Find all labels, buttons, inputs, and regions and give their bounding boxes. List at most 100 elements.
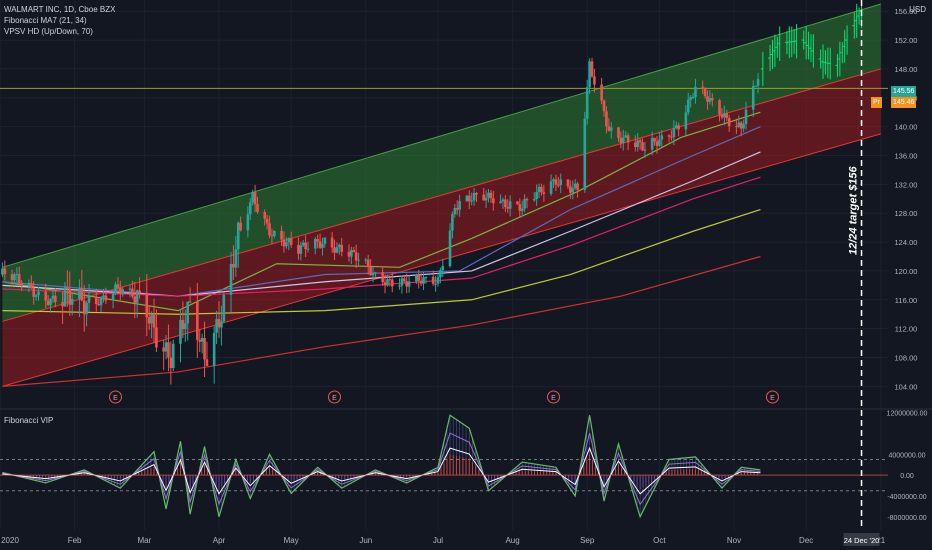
x-highlight-label: 24 Dec '20 (844, 536, 880, 545)
candle-body (20, 283, 23, 286)
candle-body (525, 199, 529, 201)
candle-body (330, 237, 334, 248)
legend-indicator-fib-ma[interactable]: Fibonacci MA7 (21, 34) (4, 16, 87, 25)
x-tick-label: Mar (137, 536, 151, 545)
candle-body (282, 239, 286, 247)
candle-body (94, 296, 98, 304)
candle-body (155, 327, 158, 348)
candle-body (63, 287, 67, 307)
legend-indicator-vpsv[interactable]: VPSV HD (Up/Down, 70) (4, 27, 93, 36)
candle-body (636, 140, 640, 148)
earnings-marker-label: E (113, 395, 118, 402)
x-tick-label: Jul (433, 536, 443, 545)
candle-body (145, 292, 149, 318)
candle-body (735, 126, 738, 128)
candle-body (297, 244, 300, 254)
candle-body (549, 181, 553, 194)
oscillator-tick-label: 4000000.00 (889, 452, 926, 459)
candle-body (366, 259, 370, 267)
candle-body (167, 342, 170, 358)
candle-body (248, 202, 252, 215)
candle-body (711, 98, 714, 101)
candle-body (162, 347, 165, 352)
candle-body (51, 295, 55, 299)
candle-body (386, 279, 389, 286)
x-tick-label: Jun (359, 536, 372, 545)
candle-body (439, 270, 442, 278)
candle-body (287, 238, 291, 243)
candle-body (78, 288, 81, 299)
y-tick-label: 156.00 (895, 7, 918, 16)
candle-body (114, 284, 117, 294)
x-tick-label: Aug (505, 536, 519, 545)
candle-body (306, 248, 310, 250)
candle-body (285, 242, 288, 247)
candle-body (46, 300, 50, 306)
y-tick-label: 136.00 (895, 152, 918, 161)
candle-body (573, 183, 577, 189)
y-tick-label: 112.00 (895, 325, 917, 334)
candle-body (537, 186, 541, 193)
orange-price-tag: 145.46 (891, 97, 917, 108)
candle-body (217, 319, 221, 328)
x-tick-label: Feb (68, 536, 82, 545)
candle-body (119, 287, 122, 294)
currency-label: USD (909, 5, 926, 14)
candle-body (102, 295, 105, 297)
candle-body (501, 199, 505, 202)
candle-body (374, 272, 377, 274)
candle-body (85, 302, 88, 315)
candle-body (232, 263, 235, 268)
candle-body (516, 201, 519, 205)
candle-body (458, 201, 461, 210)
legend-oscillator[interactable]: Fibonacci VIP (4, 416, 54, 425)
candle-body (754, 85, 757, 87)
candle-body (407, 281, 411, 287)
candle-body (54, 295, 57, 303)
candle-body (641, 142, 644, 151)
candle-body (357, 259, 360, 261)
candle-body (737, 122, 741, 127)
candle-body (727, 118, 731, 127)
candle-body (34, 295, 38, 297)
y-tick-label: 132.00 (895, 180, 918, 189)
candle-body (369, 266, 372, 276)
candle-body (268, 223, 271, 236)
candle-body (398, 285, 401, 287)
y-tick-label: 124.00 (895, 238, 918, 247)
middle-line (2, 68, 881, 322)
candle-body (61, 302, 64, 307)
overlay: 12/24 target $156 (848, 0, 863, 530)
x-tick-label: Nov (727, 536, 741, 545)
candle-body (434, 283, 437, 285)
candle-body (725, 113, 729, 119)
candle-body (489, 192, 493, 199)
candle-body (340, 244, 344, 252)
earnings-marker-circle (765, 390, 779, 404)
candle-body (520, 208, 524, 211)
candle-body (270, 235, 274, 237)
candle-body (313, 239, 317, 249)
candle-body (338, 244, 341, 248)
candle-body (212, 332, 216, 366)
x-highlight-box (843, 533, 880, 546)
x-tick-label: 21 (876, 536, 885, 545)
candle-body (465, 195, 469, 202)
candle-body (82, 300, 86, 315)
earnings-marker-circle (328, 390, 342, 404)
candle-body (566, 179, 570, 187)
candle-body (354, 252, 358, 261)
candle-body (504, 199, 507, 208)
candle-body (571, 188, 575, 193)
y-tick-label: 120.00 (895, 267, 918, 276)
candle-body (667, 135, 671, 137)
candle-body (280, 230, 283, 240)
legend-symbol[interactable]: WALMART INC, 1D, Cboe BZX (4, 5, 116, 14)
candle-body (532, 199, 536, 201)
candle-body (453, 208, 457, 215)
candle-body (97, 303, 100, 306)
candle-body (674, 125, 678, 128)
candle-body (381, 272, 384, 283)
candle-body (371, 272, 375, 276)
